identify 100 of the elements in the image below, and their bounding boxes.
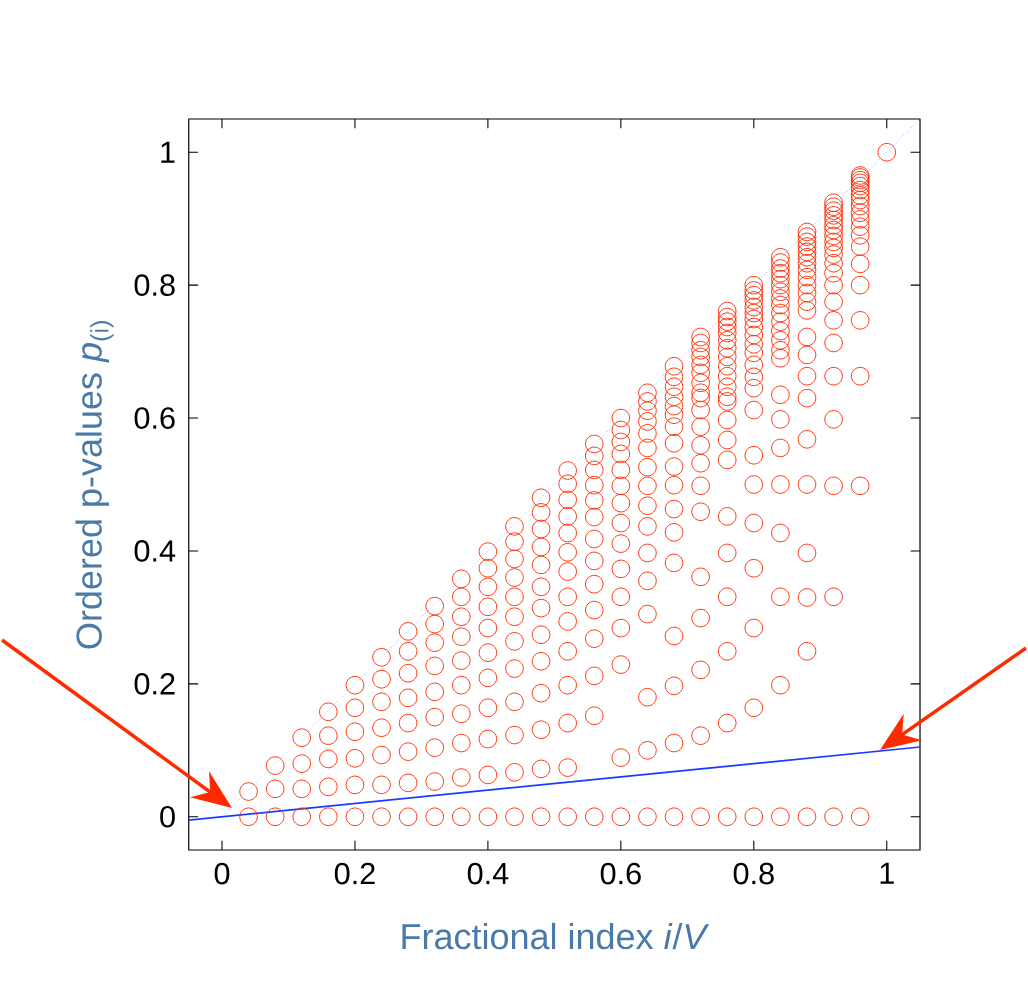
- point: [425, 682, 444, 702]
- point: [771, 282, 790, 302]
- point: [425, 707, 444, 727]
- point: [239, 782, 258, 801]
- point: [398, 642, 418, 661]
- point: [744, 317, 764, 337]
- point: [584, 491, 604, 510]
- point: [638, 424, 657, 443]
- x-axis-title: Fractional index i/V: [402, 922, 710, 950]
- point: [398, 663, 418, 683]
- point: [611, 460, 631, 480]
- point: [611, 559, 631, 579]
- point: [744, 335, 764, 354]
- point: [877, 142, 897, 162]
- point: [584, 475, 604, 495]
- point: [771, 331, 790, 350]
- point: [265, 756, 285, 775]
- point: [824, 245, 843, 264]
- point: [691, 333, 710, 353]
- point: [850, 186, 870, 205]
- point: [744, 475, 764, 494]
- point: [797, 260, 817, 280]
- point: [850, 203, 870, 222]
- point: [452, 607, 471, 627]
- point: [531, 503, 551, 522]
- point: [850, 807, 870, 827]
- point: [452, 569, 471, 589]
- point: [558, 474, 577, 494]
- point: [452, 807, 471, 827]
- point: [505, 587, 524, 607]
- point: [850, 226, 870, 245]
- point: [531, 683, 551, 703]
- point: [611, 408, 631, 428]
- point: [265, 807, 285, 827]
- point: [558, 675, 577, 695]
- point: [345, 722, 365, 741]
- point: [797, 642, 817, 661]
- point: [691, 726, 710, 745]
- point: [771, 275, 790, 295]
- point: [744, 303, 764, 323]
- point: [478, 558, 498, 578]
- point: [345, 749, 365, 768]
- point: [505, 517, 524, 536]
- y-tick-label: 0.2: [134, 673, 175, 695]
- point: [850, 275, 870, 295]
- point: [824, 210, 843, 230]
- point: [824, 201, 843, 220]
- point: [771, 289, 790, 308]
- point: [797, 232, 817, 252]
- point: [478, 807, 498, 827]
- point: [638, 571, 657, 591]
- point: [717, 807, 737, 827]
- point: [797, 275, 817, 295]
- point: [638, 412, 657, 431]
- point: [558, 490, 577, 510]
- point: [717, 312, 737, 331]
- point: [744, 281, 764, 300]
- point: [611, 493, 631, 513]
- point: [584, 507, 604, 527]
- point: [505, 725, 524, 745]
- point: [691, 807, 710, 827]
- point: [478, 765, 498, 785]
- point: [850, 237, 870, 256]
- point: [771, 587, 790, 607]
- point: [797, 475, 817, 494]
- point: [824, 366, 843, 386]
- point: [797, 345, 817, 365]
- point: [850, 217, 870, 236]
- point: [664, 626, 684, 646]
- point: [452, 733, 471, 753]
- point: [372, 775, 391, 795]
- point: [717, 307, 737, 327]
- point: [691, 373, 710, 393]
- point: [744, 698, 764, 718]
- point: [691, 400, 710, 420]
- point: [292, 807, 312, 827]
- point: [797, 267, 817, 287]
- point: [292, 754, 312, 773]
- point: [691, 608, 710, 628]
- point: [744, 400, 764, 420]
- point: [638, 807, 657, 827]
- point: [664, 676, 684, 696]
- point: [584, 600, 604, 620]
- point: [638, 543, 657, 563]
- point: [319, 702, 338, 722]
- point: [505, 607, 524, 627]
- point: [638, 457, 657, 477]
- point: [717, 347, 737, 367]
- point: [452, 627, 471, 646]
- point: [717, 366, 737, 386]
- point: [664, 523, 684, 542]
- point: [664, 367, 684, 387]
- point: [691, 567, 710, 587]
- point: [584, 460, 604, 480]
- point: [558, 523, 577, 543]
- point: [505, 659, 524, 678]
- point: [664, 807, 684, 827]
- point: [558, 587, 577, 607]
- point: [771, 523, 790, 543]
- x-tick-label: 0.6: [600, 862, 641, 885]
